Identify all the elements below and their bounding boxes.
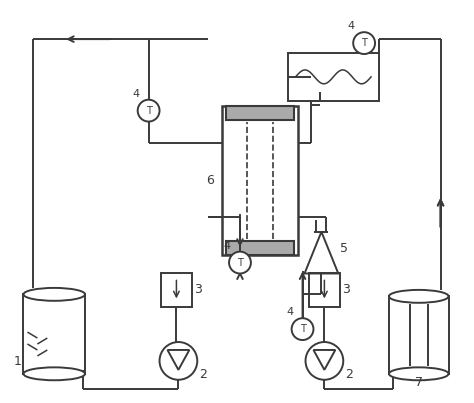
Text: 4: 4 (286, 307, 293, 317)
Bar (309, 272, 340, 307)
Text: 7: 7 (415, 376, 423, 389)
Circle shape (229, 251, 251, 274)
Ellipse shape (24, 368, 85, 380)
Bar (389, 296, 448, 374)
Circle shape (353, 32, 375, 54)
Text: T: T (300, 324, 305, 334)
Text: 6: 6 (206, 174, 214, 187)
Bar (24, 294, 85, 374)
Text: 5: 5 (340, 242, 348, 255)
Ellipse shape (389, 290, 448, 303)
Text: T: T (237, 258, 243, 268)
Text: 2: 2 (345, 368, 353, 381)
Text: T: T (146, 106, 152, 116)
Bar (226, 241, 293, 255)
Bar (161, 272, 192, 307)
Text: T: T (361, 38, 367, 48)
Text: 4: 4 (132, 89, 139, 99)
Bar (222, 106, 298, 255)
Ellipse shape (24, 288, 85, 301)
Text: 2: 2 (199, 368, 207, 381)
Circle shape (292, 318, 313, 340)
Text: 3: 3 (342, 283, 350, 296)
Circle shape (137, 100, 160, 122)
Text: 1: 1 (14, 355, 21, 368)
Text: 4: 4 (347, 21, 355, 31)
Ellipse shape (389, 368, 448, 380)
Bar (288, 53, 379, 101)
Bar (226, 106, 293, 120)
Text: 4: 4 (224, 241, 231, 251)
Text: 3: 3 (194, 283, 202, 296)
